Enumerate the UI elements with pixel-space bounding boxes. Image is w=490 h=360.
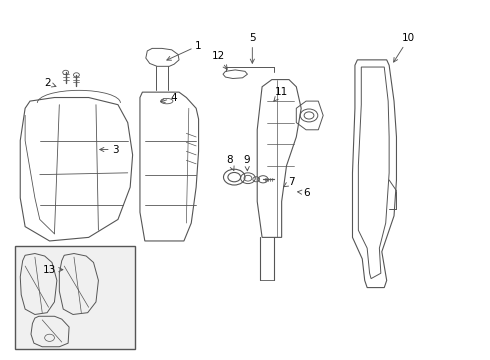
Text: 11: 11 xyxy=(274,87,288,101)
Bar xyxy=(15,246,135,348)
Text: 6: 6 xyxy=(297,188,309,198)
Text: 2: 2 xyxy=(44,78,56,88)
Text: 4: 4 xyxy=(161,93,177,103)
Text: 10: 10 xyxy=(393,33,415,62)
Text: 12: 12 xyxy=(212,51,227,69)
Text: 8: 8 xyxy=(226,155,234,171)
Text: 5: 5 xyxy=(249,33,256,63)
Text: 7: 7 xyxy=(284,177,294,187)
Text: 13: 13 xyxy=(43,265,63,275)
Text: 3: 3 xyxy=(100,144,119,154)
Text: 9: 9 xyxy=(244,155,250,171)
Text: 1: 1 xyxy=(167,41,202,60)
